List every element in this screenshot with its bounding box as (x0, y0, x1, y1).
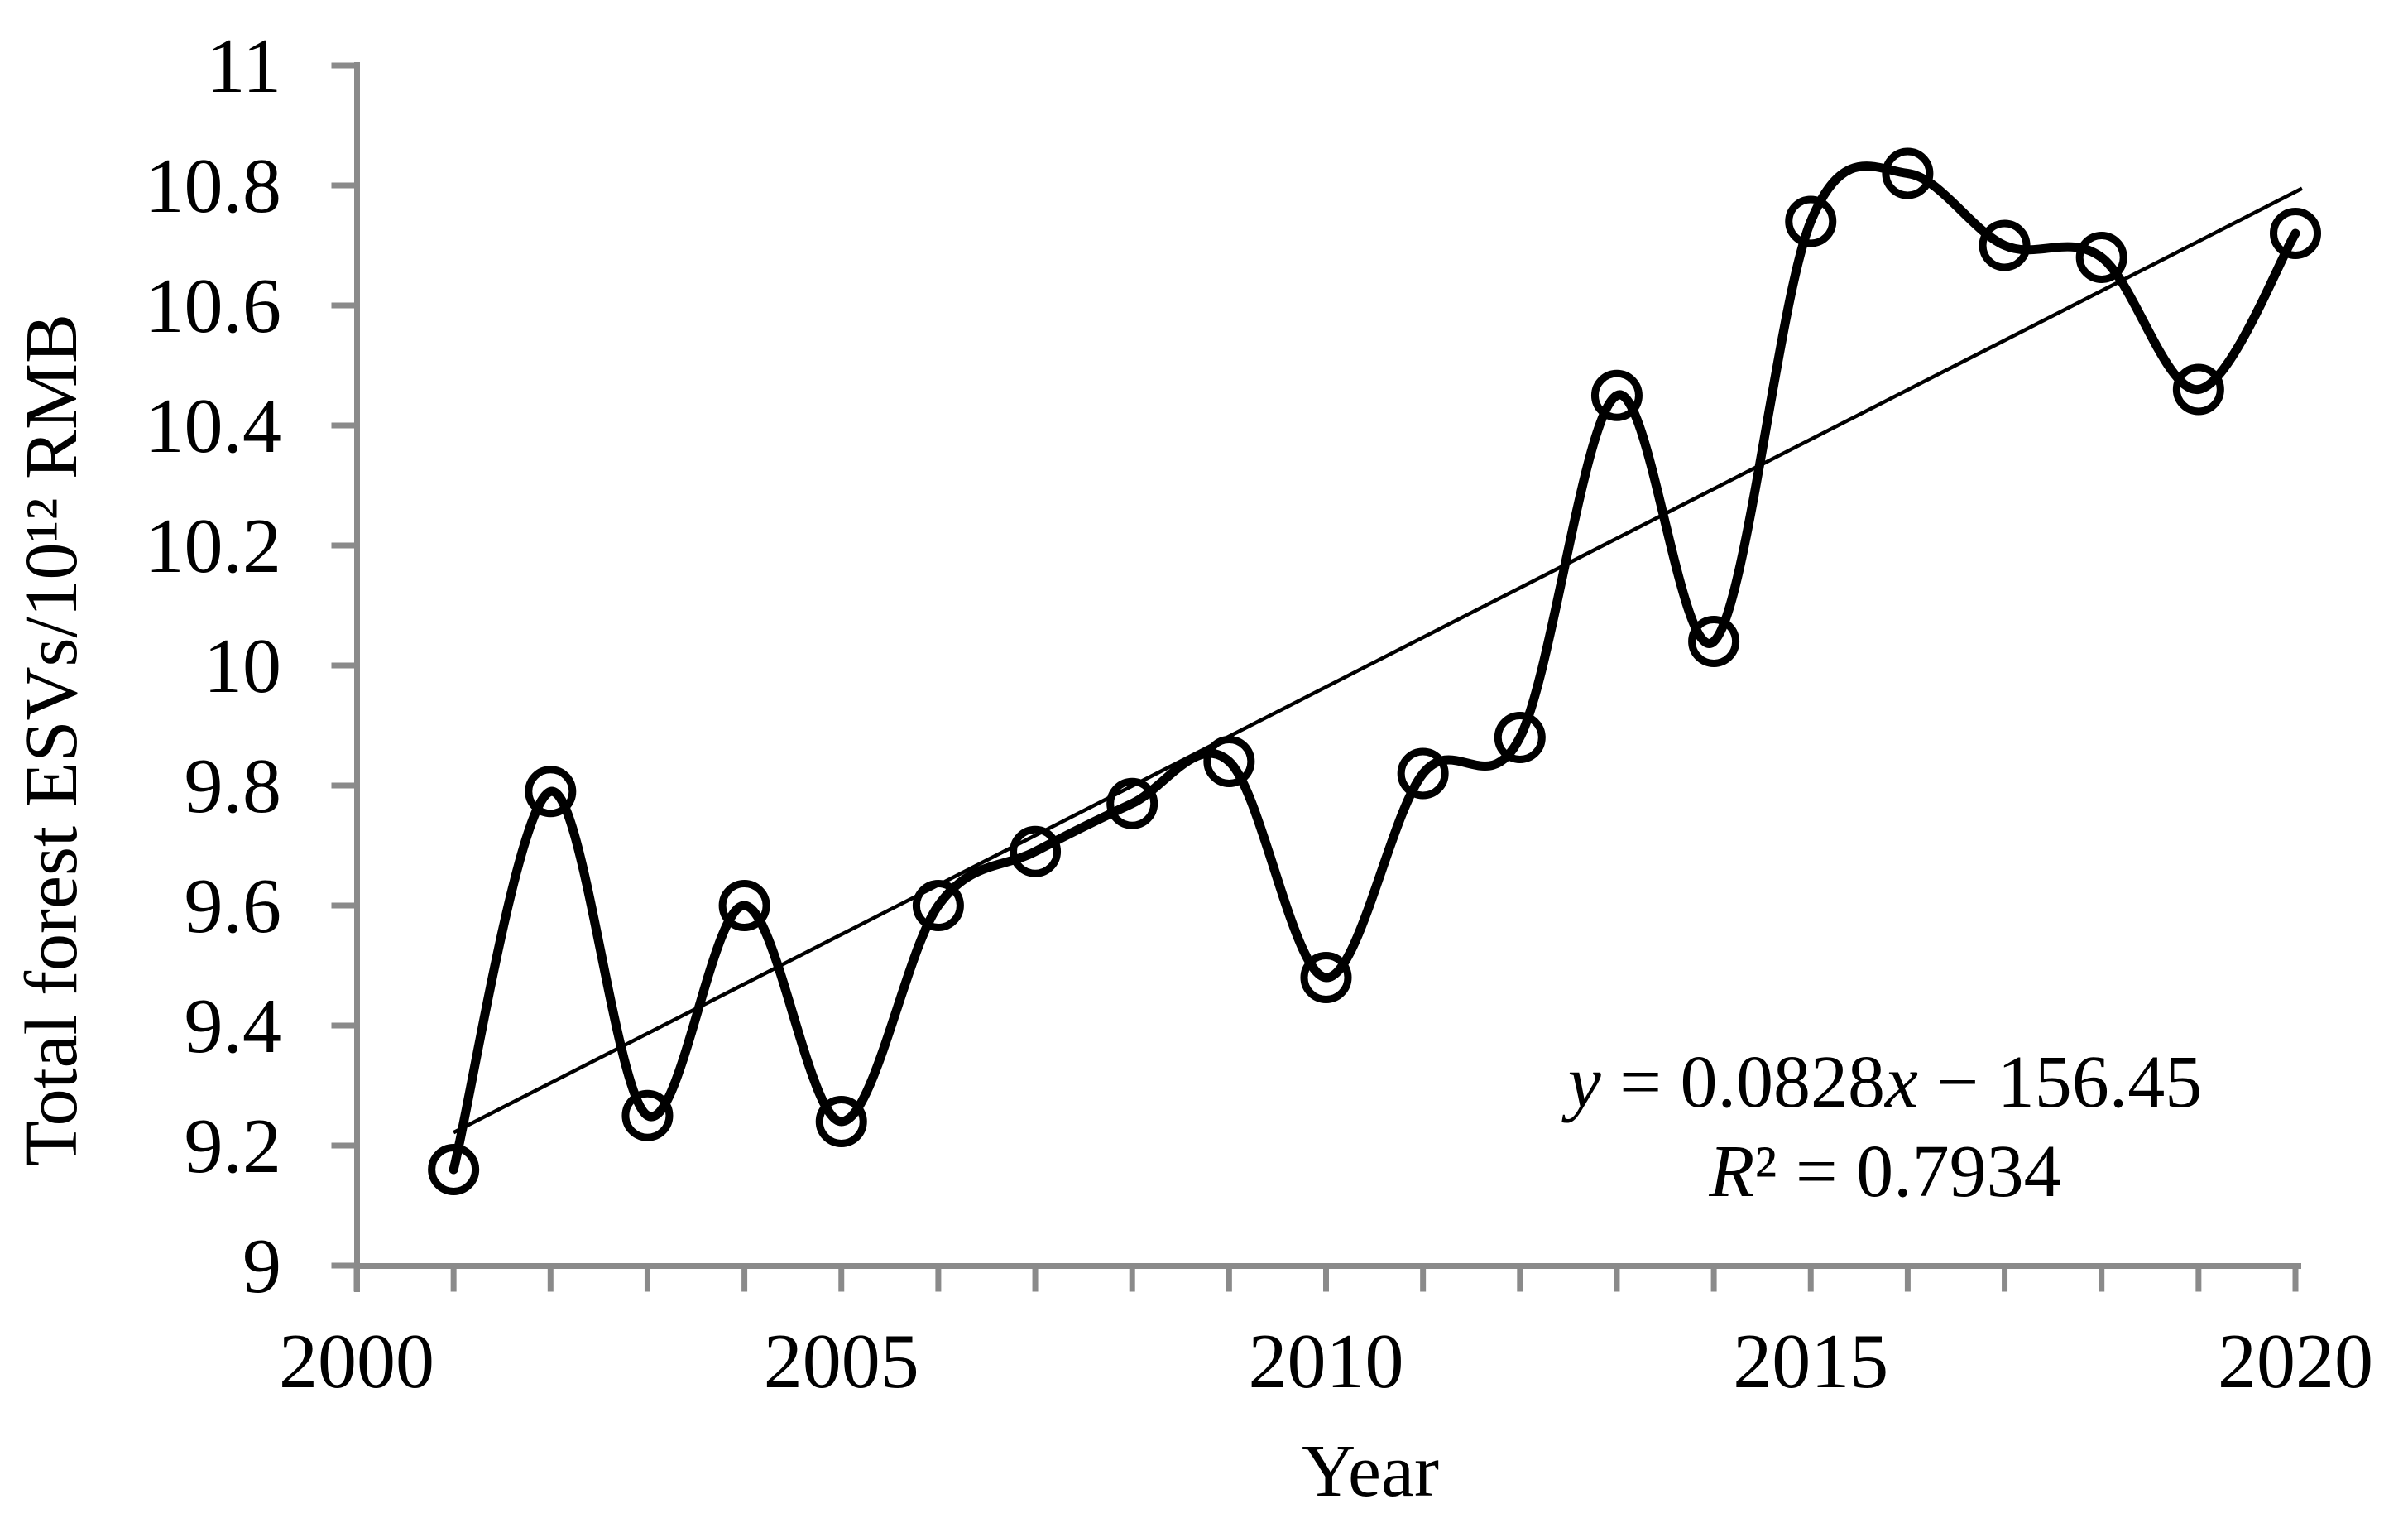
series-curve (449, 161, 2300, 1175)
y-tick-label: 9 (242, 1223, 281, 1309)
data-point-2019 (2172, 363, 2224, 416)
data-point-2018 (2075, 232, 2127, 283)
y-tick-label: 10.2 (146, 503, 282, 589)
data-point-2002 (525, 766, 577, 818)
series-layer (449, 161, 2300, 1175)
data-point-2009 (1203, 736, 1255, 787)
data-point-2001 (428, 1144, 480, 1195)
x-tick-label: 2000 (279, 1319, 434, 1405)
x-tick-label: 2005 (764, 1319, 919, 1405)
trendline-equation: y = 0.0828x − 156.45 (1561, 1041, 2202, 1123)
trendline (453, 186, 2304, 1135)
data-point-2016 (1882, 147, 1934, 199)
y-tick-label: 9.2 (185, 1103, 282, 1189)
data-point-2014 (1688, 616, 1740, 667)
x-tick-label: 2010 (1249, 1319, 1404, 1405)
y-tick-label: 10 (204, 623, 281, 709)
y-tick-label: 9.4 (185, 983, 282, 1069)
y-axis-title: Total forest ESVs/10¹² RMB (11, 314, 93, 1166)
y-tick-label: 9.8 (185, 743, 282, 829)
data-point-2011 (1397, 747, 1449, 800)
data-point-2012 (1494, 712, 1546, 763)
x-axis-title: Year (1302, 1430, 1439, 1512)
data-point-2003 (621, 1089, 674, 1141)
data-point-2013 (1590, 369, 1643, 421)
data-point-2006 (912, 880, 964, 931)
x-tick-label: 2020 (2218, 1319, 2373, 1405)
y-tick-label: 10.4 (146, 383, 282, 469)
data-point-2020 (2270, 208, 2321, 259)
y-tick-label: 9.6 (185, 863, 282, 949)
trendline-r-squared: R² = 0.7934 (1708, 1131, 2060, 1213)
trendline-layer (453, 186, 2304, 1135)
data-point-2004 (718, 880, 770, 931)
data-point-2017 (1979, 219, 2031, 271)
data-point-2007 (1010, 825, 1062, 877)
y-tick-label: 11 (206, 23, 281, 109)
y-tick-label: 10.6 (146, 263, 282, 349)
data-point-2015 (1785, 195, 1837, 247)
x-tick-label: 2015 (1733, 1319, 1888, 1405)
marker-layer (428, 147, 2321, 1195)
axes (331, 62, 2301, 1292)
data-point-2008 (1106, 777, 1158, 829)
data-point-2010 (1300, 952, 1352, 1003)
text-layer: 9 9.2 9.4 9.6 9.8 10 10.2 10.4 10.6 10.8 11 2000 200… (11, 23, 2373, 1512)
data-point-2005 (815, 1096, 867, 1147)
y-tick-label: 10.8 (146, 143, 282, 229)
